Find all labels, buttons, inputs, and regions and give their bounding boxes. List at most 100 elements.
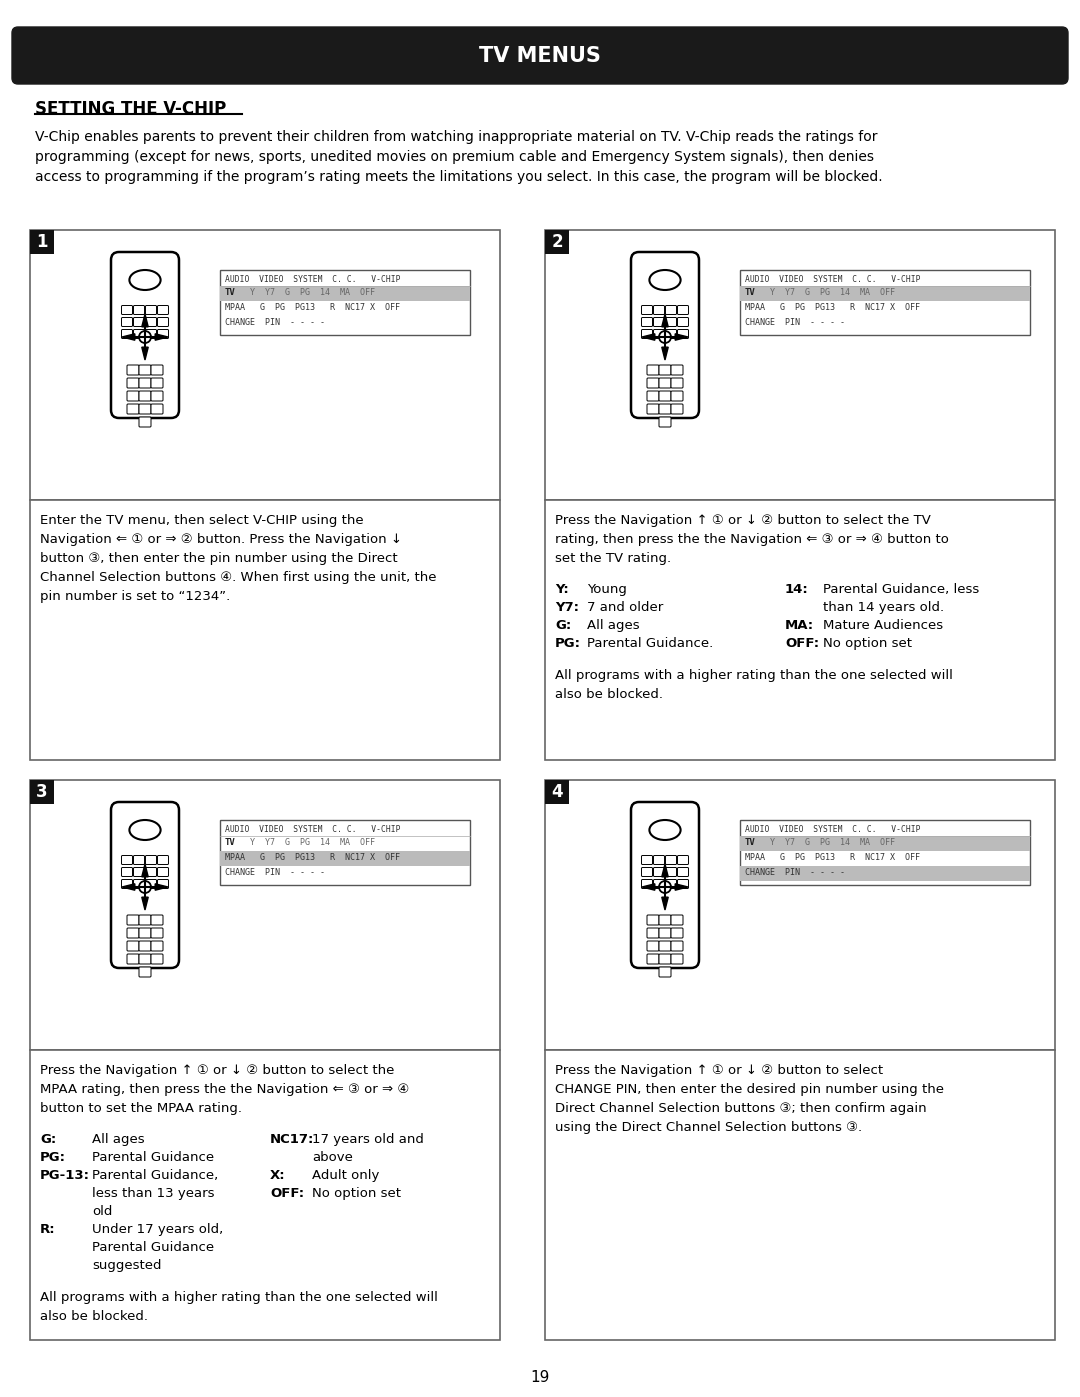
Text: G:: G: [40,1133,56,1146]
Text: MPAA   G  PG  PG13   R  NC17 X  OFF: MPAA G PG PG13 R NC17 X OFF [225,854,400,862]
FancyBboxPatch shape [121,855,133,865]
FancyBboxPatch shape [659,379,671,388]
FancyBboxPatch shape [671,942,683,951]
FancyBboxPatch shape [653,317,664,327]
Polygon shape [122,334,135,341]
FancyBboxPatch shape [111,802,179,968]
Ellipse shape [649,270,680,291]
Bar [545,231,1055,500]
FancyBboxPatch shape [139,967,151,977]
Text: Parental Guidance, less: Parental Guidance, less [823,583,980,597]
Text: Y  Y7  G  PG  14  MA  OFF: Y Y7 G PG 14 MA OFF [249,288,375,298]
Bar [740,820,1030,886]
FancyBboxPatch shape [647,365,659,374]
Text: TV MENUS: TV MENUS [480,46,600,66]
Bar [545,500,1055,760]
FancyBboxPatch shape [134,880,145,888]
Bar [30,780,500,1051]
FancyBboxPatch shape [665,317,676,327]
Polygon shape [662,863,669,877]
FancyBboxPatch shape [631,802,699,968]
Polygon shape [141,863,148,877]
Text: rating, then press the the Navigation ⇐ ③ or ⇒ ④ button to: rating, then press the the Navigation ⇐ … [555,534,949,546]
Polygon shape [675,334,688,341]
FancyBboxPatch shape [677,317,689,327]
FancyBboxPatch shape [671,915,683,925]
Text: Young: Young [588,583,626,597]
Text: TV: TV [745,838,756,847]
Text: 7 and older: 7 and older [588,601,663,615]
FancyBboxPatch shape [158,317,168,327]
FancyBboxPatch shape [659,365,671,374]
FancyBboxPatch shape [127,915,139,925]
FancyBboxPatch shape [659,416,671,427]
Text: Press the Navigation ↑ ① or ↓ ② button to select the: Press the Navigation ↑ ① or ↓ ② button t… [40,1065,394,1077]
Text: G:: G: [555,619,571,631]
Bar [740,866,1030,882]
Text: pin number is set to “1234”.: pin number is set to “1234”. [40,590,230,604]
Text: CHANGE  PIN  - - - -: CHANGE PIN - - - - [745,319,845,327]
FancyBboxPatch shape [671,928,683,937]
FancyBboxPatch shape [12,27,1068,84]
Text: Parental Guidance,: Parental Guidance, [92,1169,218,1182]
Polygon shape [662,897,669,909]
FancyBboxPatch shape [127,404,139,414]
Text: CHANGE  PIN  - - - -: CHANGE PIN - - - - [745,868,845,877]
Text: AUDIO  VIDEO  SYSTEM  C. C.   V-CHIP: AUDIO VIDEO SYSTEM C. C. V-CHIP [225,826,401,834]
Text: using the Direct Channel Selection buttons ③.: using the Direct Channel Selection butto… [555,1120,862,1134]
FancyBboxPatch shape [665,855,676,865]
Text: No option set: No option set [312,1187,401,1200]
FancyBboxPatch shape [146,880,157,888]
Polygon shape [156,334,168,341]
FancyBboxPatch shape [134,330,145,338]
FancyBboxPatch shape [647,954,659,964]
FancyBboxPatch shape [139,404,151,414]
FancyBboxPatch shape [659,928,671,937]
Text: 17 years old and: 17 years old and [312,1133,423,1146]
FancyBboxPatch shape [659,942,671,951]
Text: TV: TV [745,288,756,298]
Text: Press the Navigation ↑ ① or ↓ ② button to select: Press the Navigation ↑ ① or ↓ ② button t… [555,1065,883,1077]
Bar [220,851,470,866]
Text: Parental Guidance.: Parental Guidance. [588,637,713,650]
FancyBboxPatch shape [158,868,168,876]
FancyBboxPatch shape [134,868,145,876]
FancyBboxPatch shape [677,868,689,876]
Text: Y  Y7  G  PG  14  MA  OFF: Y Y7 G PG 14 MA OFF [249,838,375,847]
Text: also be blocked.: also be blocked. [40,1310,148,1323]
FancyBboxPatch shape [121,317,133,327]
Text: All ages: All ages [588,619,639,631]
FancyBboxPatch shape [139,915,151,925]
Text: MPAA   G  PG  PG13   R  NC17 X  OFF: MPAA G PG PG13 R NC17 X OFF [225,303,400,312]
Text: button to set the MPAA rating.: button to set the MPAA rating. [40,1102,242,1115]
Polygon shape [141,348,148,360]
FancyBboxPatch shape [647,942,659,951]
FancyBboxPatch shape [146,855,157,865]
FancyBboxPatch shape [146,868,157,876]
FancyBboxPatch shape [111,251,179,418]
FancyBboxPatch shape [151,915,163,925]
FancyBboxPatch shape [158,306,168,314]
Text: PG:: PG: [40,1151,66,1164]
Text: 3: 3 [37,782,48,800]
FancyBboxPatch shape [671,954,683,964]
Circle shape [659,331,671,344]
Text: also be blocked.: also be blocked. [555,687,663,701]
Polygon shape [141,897,148,909]
FancyBboxPatch shape [146,317,157,327]
Bar [30,1051,500,1340]
FancyBboxPatch shape [139,365,151,374]
Text: Enter the TV menu, then select V-CHIP using the: Enter the TV menu, then select V-CHIP us… [40,514,364,527]
Circle shape [139,331,151,344]
FancyBboxPatch shape [151,391,163,401]
FancyBboxPatch shape [127,954,139,964]
Bar [30,231,500,500]
Text: AUDIO  VIDEO  SYSTEM  C. C.   V-CHIP: AUDIO VIDEO SYSTEM C. C. V-CHIP [745,826,920,834]
Polygon shape [642,884,654,890]
Text: NC17:: NC17: [270,1133,314,1146]
Bar [30,500,500,760]
Bar [545,1051,1055,1340]
Text: old: old [92,1206,112,1218]
FancyBboxPatch shape [121,868,133,876]
FancyBboxPatch shape [139,928,151,937]
